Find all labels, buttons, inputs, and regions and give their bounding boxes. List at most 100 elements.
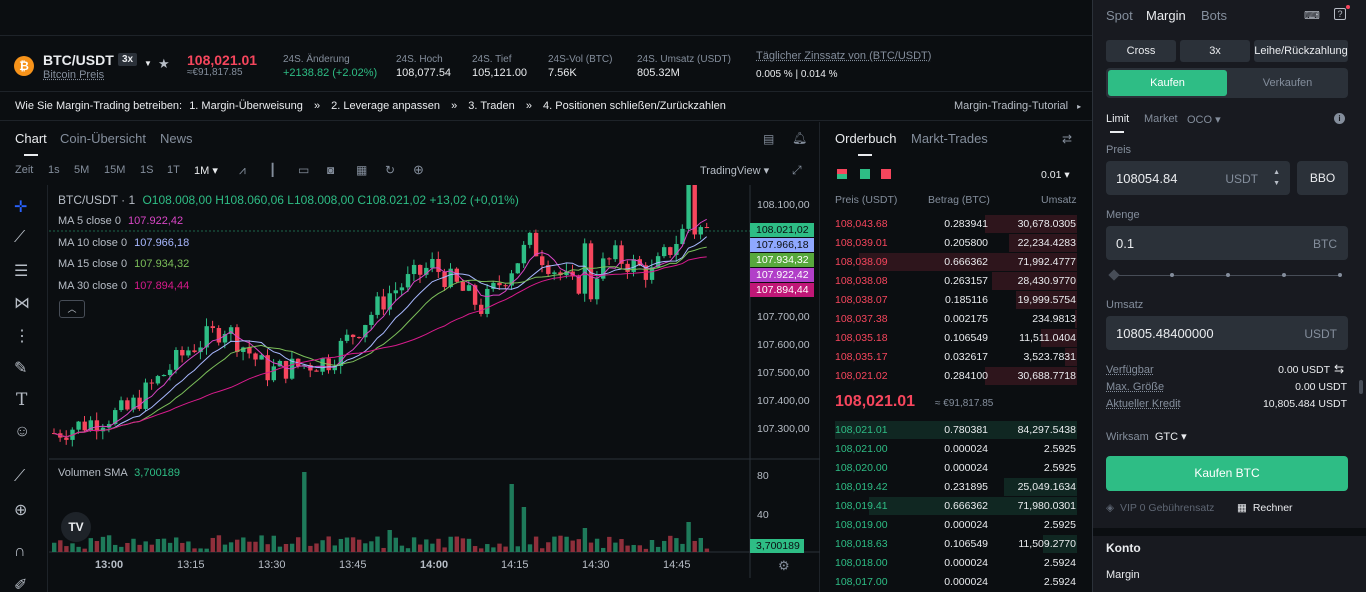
orderbook-both-view-icon[interactable] xyxy=(837,169,847,179)
layout-icon[interactable]: ▭ xyxy=(298,163,310,177)
mode-tab-spot[interactable]: Spot xyxy=(1106,8,1133,23)
current-credit-label[interactable]: Aktueller Kredit xyxy=(1106,398,1181,410)
time-in-force[interactable]: Wirksam GTC ▾ xyxy=(1106,430,1187,443)
keyboard-icon[interactable]: ⌨ xyxy=(1304,10,1320,22)
interval-1m-dropdown[interactable]: 1M ▾ xyxy=(194,165,218,177)
ask-row[interactable]: 108,043.68 0.283941 30,678.0305 xyxy=(835,215,1077,233)
pattern-icon[interactable]: ⋈ xyxy=(14,295,30,312)
precision-dropdown[interactable]: 0.01 ▾ xyxy=(1041,169,1070,181)
calendar-icon[interactable]: ▦ xyxy=(356,163,368,177)
ask-row[interactable]: 108,038.08 0.263157 28,430.9770 xyxy=(835,272,1077,290)
ruler-icon[interactable]: ⟋ xyxy=(14,468,26,485)
orderbook-bids-view-icon[interactable] xyxy=(860,169,870,179)
horizontal-lines-icon[interactable]: ☰ xyxy=(14,263,29,280)
magnet-icon[interactable]: ∩ xyxy=(14,543,26,560)
guide-step-3[interactable]: 3. Traden xyxy=(468,100,515,112)
mode-tab-bots[interactable]: Bots xyxy=(1201,8,1228,23)
interval-15m[interactable]: 15M xyxy=(104,164,126,176)
orderbook-asks-view-icon[interactable] xyxy=(881,169,891,179)
pencil-icon[interactable]: ✐ xyxy=(14,577,28,592)
bid-row[interactable]: 108,019.42 0.231895 25,049.1634 xyxy=(835,478,1077,496)
document-icon[interactable]: ▤ xyxy=(763,132,775,146)
bid-row[interactable]: 108,021.00 0.000024 2.5925 xyxy=(835,440,1077,458)
slider-step-100[interactable] xyxy=(1338,273,1342,277)
total-input[interactable]: 10805.48400000 USDT xyxy=(1106,316,1348,350)
buy-submit-button[interactable]: Kaufen BTC xyxy=(1106,456,1348,491)
scrollbar-thumb[interactable] xyxy=(1359,380,1363,394)
tradingview-logo-icon[interactable]: TV xyxy=(61,512,91,542)
interval-1d[interactable]: 1T xyxy=(167,164,180,176)
help-icon[interactable]: ? xyxy=(1334,8,1346,20)
quantity-input[interactable]: 0.1 BTC xyxy=(1106,226,1348,260)
max-size-label[interactable]: Max. Größe xyxy=(1106,381,1165,393)
emoji-icon[interactable]: ☺ xyxy=(14,423,31,440)
chart-view-dropdown[interactable]: TradingView ▾ xyxy=(700,165,770,177)
info-icon[interactable]: i xyxy=(1334,113,1345,124)
leverage-button[interactable]: 3x xyxy=(1180,40,1250,62)
tab-market-trades[interactable]: Markt-Trades xyxy=(911,131,988,146)
bbo-button[interactable]: BBO xyxy=(1297,161,1348,195)
bid-row[interactable]: 108,021.01 0.780381 84,297.5438 xyxy=(835,421,1077,439)
interval-5m[interactable]: 5M xyxy=(74,164,90,176)
stat-label-interest[interactable]: Täglicher Zinssatz von (BTC/USDT) xyxy=(756,50,932,62)
order-type-market[interactable]: Market xyxy=(1144,113,1178,125)
ask-row[interactable]: 108,035.18 0.106549 11,511.0404 xyxy=(835,329,1077,347)
refresh-icon[interactable]: ↻ xyxy=(385,163,396,177)
guide-step-4[interactable]: 4. Positionen schließen/Zurückzahlen xyxy=(543,100,726,112)
interval-1h[interactable]: 1S xyxy=(140,164,154,176)
bid-row[interactable]: 108,019.41 0.666362 71,980.0301 xyxy=(835,497,1077,515)
vip-fee-link[interactable]: ◈ VIP 0 Gebührensatz xyxy=(1106,502,1214,514)
add-icon[interactable]: ⊕ xyxy=(413,162,424,177)
bid-row[interactable]: 108,018.00 0.000024 2.5924 xyxy=(835,554,1077,572)
slider-step-25[interactable] xyxy=(1170,273,1174,277)
ask-row[interactable]: 108,021.02 0.284100 30,688.7718 xyxy=(835,367,1077,385)
ask-row[interactable]: 108,035.17 0.032617 3,523.7831 xyxy=(835,348,1077,366)
mode-tab-margin[interactable]: Margin xyxy=(1146,8,1186,23)
bid-row[interactable]: 108,019.00 0.000024 2.5925 xyxy=(835,516,1077,534)
ask-row[interactable]: 108,038.09 0.666362 71,992.4777 xyxy=(835,253,1077,271)
chart-settings-icon[interactable]: ⚙ xyxy=(778,558,790,573)
alert-bell-icon[interactable]: 🔔︎ xyxy=(792,131,808,145)
transfer-icon[interactable]: ⇆ xyxy=(1334,362,1345,376)
calculator-link[interactable]: ▦ Rechner xyxy=(1237,502,1293,514)
candlestick-chart[interactable] xyxy=(49,185,820,578)
bid-row[interactable]: 108,017.00 0.000024 2.5924 xyxy=(835,573,1077,591)
ask-row[interactable]: 108,037.38 0.002175 234.9813 xyxy=(835,310,1077,328)
margin-type-button[interactable]: Cross xyxy=(1106,40,1176,62)
tab-news[interactable]: News xyxy=(160,131,193,146)
bid-row[interactable]: 108,020.00 0.000024 2.5925 xyxy=(835,459,1077,477)
pair-dropdown-icon[interactable]: ▼ xyxy=(144,59,152,68)
indicator-icon[interactable]: ⩘ xyxy=(239,163,246,177)
available-label[interactable]: Verfügbar xyxy=(1106,364,1154,376)
slider-step-50[interactable] xyxy=(1226,273,1230,277)
price-input[interactable]: 108054.84 USDT ▲ ▼ xyxy=(1106,161,1290,195)
crosshair-icon[interactable]: ✛ xyxy=(14,199,28,216)
price-stepper-icon[interactable]: ▲ ▼ xyxy=(1273,169,1280,187)
zoom-icon[interactable]: ⊕ xyxy=(14,502,28,519)
tab-orderbook[interactable]: Orderbuch xyxy=(835,131,897,146)
bid-row[interactable]: 108,018.63 0.106549 11,509.2770 xyxy=(835,535,1077,553)
pair-name[interactable]: BTC/USDT xyxy=(43,52,114,68)
guide-step-2[interactable]: 2. Leverage anpassen xyxy=(331,100,441,112)
camera-icon[interactable]: ◙ xyxy=(327,163,335,177)
trendline-icon[interactable]: ⟋ xyxy=(14,229,26,246)
borrow-repay-button[interactable]: Leihe/Rückzahlung xyxy=(1254,40,1348,62)
guide-step-1[interactable]: 1. Margin-Überweisung xyxy=(189,100,303,112)
collapse-legend-button[interactable]: ︿ xyxy=(59,300,85,318)
interval-1s[interactable]: 1s xyxy=(48,164,60,176)
order-type-limit[interactable]: Limit xyxy=(1106,113,1130,125)
ask-row[interactable]: 108,039.01 0.205800 22,234.4283 xyxy=(835,234,1077,252)
ask-row[interactable]: 108,038.07 0.185116 19,999.5754 xyxy=(835,291,1077,309)
buy-toggle-button[interactable]: Kaufen xyxy=(1108,70,1227,96)
fib-icon[interactable]: ⋮ xyxy=(14,328,30,345)
text-tool-icon[interactable]: T xyxy=(16,390,28,410)
fullscreen-icon[interactable]: ⤢ xyxy=(792,163,802,177)
brush-icon[interactable]: ✎ xyxy=(14,360,28,377)
settings-sliders-icon[interactable]: ⇄ xyxy=(1062,132,1073,146)
order-type-oco[interactable]: OCO ▾ xyxy=(1187,114,1221,126)
favorite-star-icon[interactable]: ★ xyxy=(158,56,170,71)
slider-step-75[interactable] xyxy=(1282,273,1286,277)
tutorial-link[interactable]: Margin-Trading-Tutorial ▸ xyxy=(954,100,1081,112)
tab-chart[interactable]: Chart xyxy=(15,131,47,146)
candle-type-icon[interactable]: ┃ xyxy=(269,163,277,177)
